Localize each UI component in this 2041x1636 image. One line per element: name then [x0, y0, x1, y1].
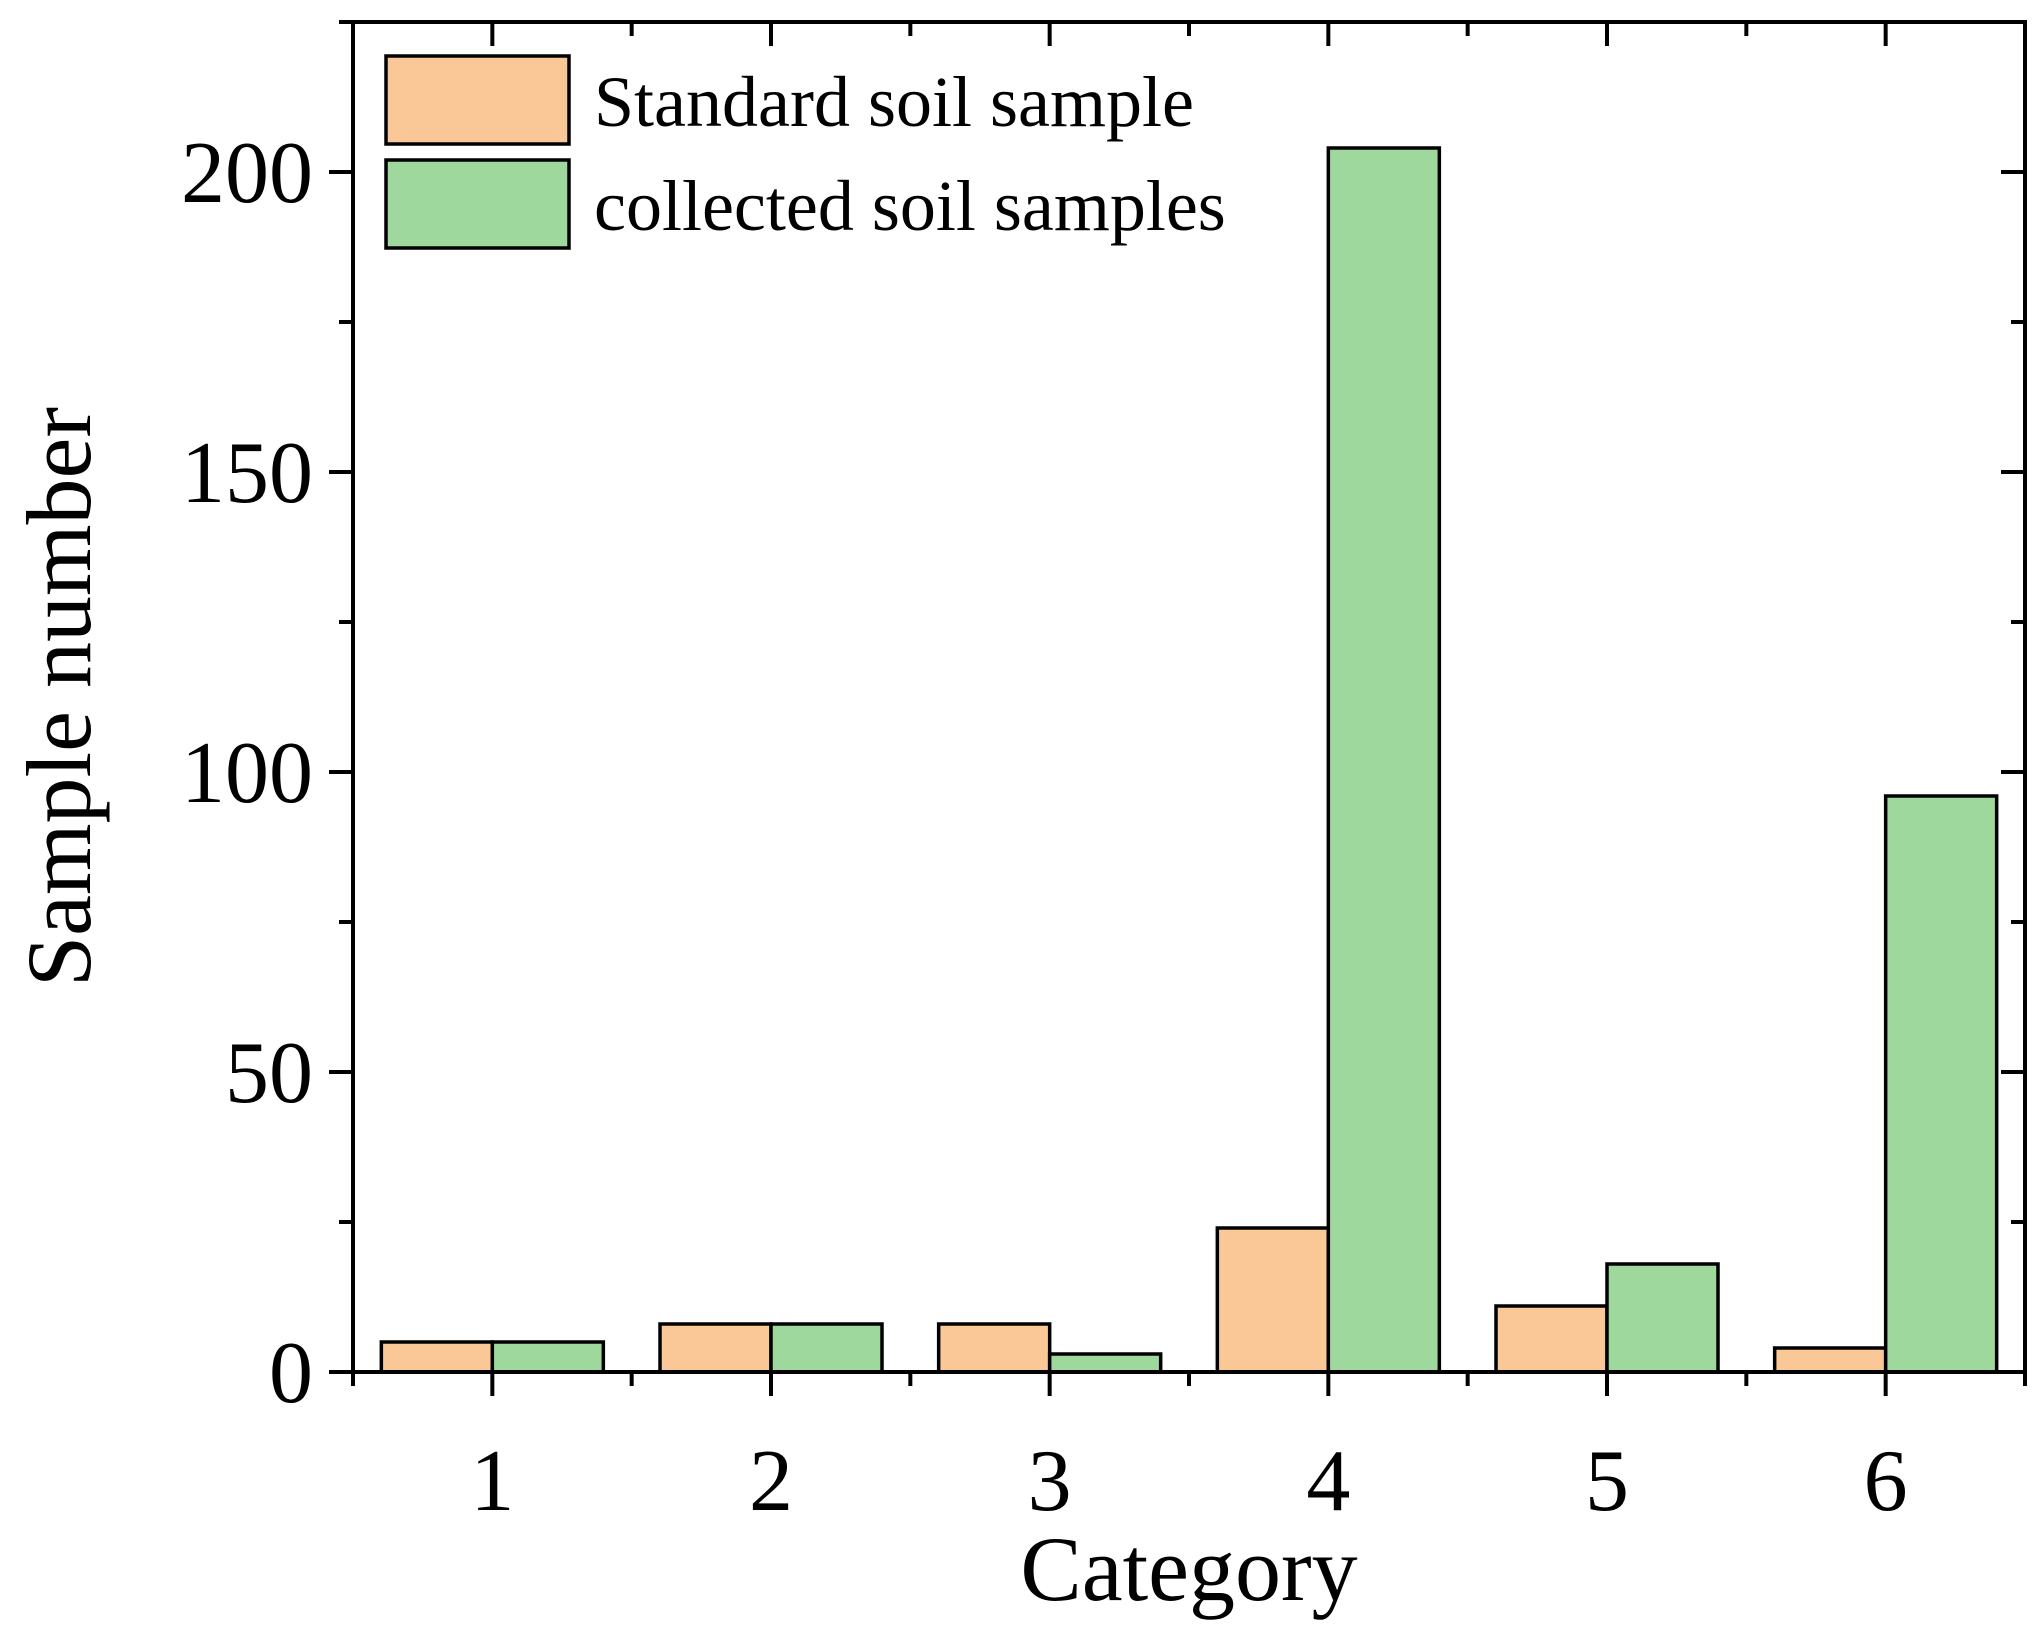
y-tick-label: 50: [225, 1025, 313, 1122]
x-tick-label: 2: [749, 1433, 793, 1530]
legend-label-standard: Standard soil sample: [594, 62, 1194, 142]
x-axis-title: Category: [1020, 1518, 1357, 1620]
legend-swatch-collected: [384, 158, 571, 250]
bar-series1-cat2: [658, 1322, 773, 1374]
y-axis-title: Sample number: [8, 407, 110, 987]
bar-series1-cat4: [1215, 1226, 1331, 1374]
y-tick-label: 150: [181, 425, 313, 522]
bar-series2-cat1: [490, 1340, 606, 1374]
bar-series2-cat5: [1605, 1262, 1720, 1374]
tick-labels-layer: 0 50 100 150 200 1 2 3 4 5 6: [181, 125, 1908, 1530]
bars-layer: [379, 146, 1999, 1374]
bar-series2-cat4: [1326, 146, 1442, 1374]
x-tick-label: 1: [470, 1433, 514, 1530]
y-tick-label: 200: [181, 125, 313, 222]
bar-series2-cat3: [1047, 1352, 1163, 1374]
bar-series1-cat3: [936, 1322, 1052, 1374]
bar-series1-cat5: [1494, 1304, 1609, 1374]
bar-series1-cat1: [379, 1340, 495, 1374]
bar-series2-cat2: [769, 1322, 884, 1374]
bar-series1-cat6: [1772, 1346, 1888, 1374]
legend: Standard soil sample collected soil samp…: [384, 54, 1226, 250]
y-tick-label: 0: [269, 1325, 313, 1422]
legend-swatch-standard: [384, 54, 571, 146]
x-tick-label: 4: [1306, 1433, 1350, 1530]
legend-label-collected: collected soil samples: [594, 166, 1226, 246]
x-tick-label: 5: [1585, 1433, 1629, 1530]
axes-layer: [329, 20, 2027, 1396]
x-tick-label: 6: [1864, 1433, 1908, 1530]
x-tick-label: 3: [1028, 1433, 1072, 1530]
bar-series2-cat6: [1883, 794, 1999, 1374]
y-tick-label: 100: [181, 725, 313, 822]
